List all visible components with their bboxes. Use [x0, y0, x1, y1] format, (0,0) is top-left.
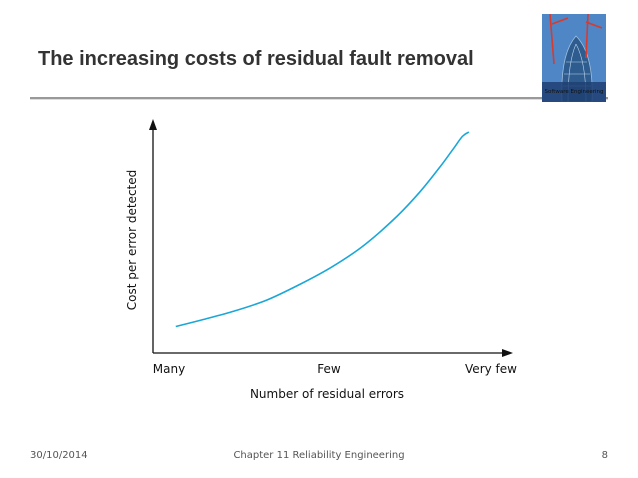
x-tick-label: Very few [465, 362, 517, 376]
x-axis-arrowhead [502, 349, 513, 357]
x-axis-label: Number of residual errors [250, 387, 404, 401]
page-number: 8 [601, 450, 608, 461]
x-tick-label: Many [153, 362, 185, 376]
footer-chapter: Chapter 11 Reliability Engineering [233, 450, 405, 461]
book-cover-label: Software Engineering [545, 89, 604, 95]
x-tick-label: Few [317, 362, 341, 376]
slide-title: The increasing costs of residual fault r… [38, 48, 474, 70]
y-axis-label: Cost per error detected [125, 170, 139, 311]
cost-curve [175, 131, 470, 328]
book-cover-image: Software Engineering [542, 14, 606, 102]
title-divider [30, 97, 608, 99]
y-axis-arrowhead [149, 119, 157, 130]
footer-date: 30/10/2014 [30, 450, 88, 461]
